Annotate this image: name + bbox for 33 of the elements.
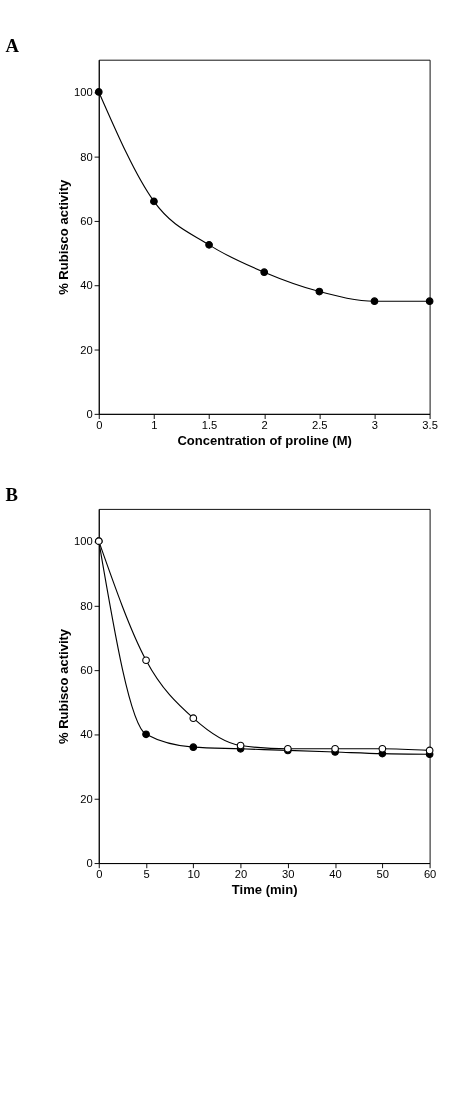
x-tick-label: 10 <box>187 868 200 881</box>
x-axis-title: Concentration of proline (M) <box>177 433 352 449</box>
y-axis-title: % Rubisco activity <box>55 178 71 295</box>
y-tick-label: 100 <box>74 535 93 548</box>
x-tick-label: 50 <box>376 868 390 881</box>
y-tick-label: 40 <box>80 728 93 741</box>
y-tick-label: 60 <box>80 664 93 677</box>
y-tick-label: 40 <box>80 279 93 292</box>
x-axis-title: Time (min) <box>231 882 298 898</box>
x-tick-label: 1 <box>151 419 158 432</box>
x-tick-label: 5 <box>143 868 150 881</box>
y-tick-label: 20 <box>80 792 93 805</box>
x-tick-label: 3 <box>371 419 379 432</box>
y-tick-label: 60 <box>80 214 93 227</box>
y-tick-label: 100 <box>74 86 93 99</box>
x-tick-label: 2 <box>261 419 268 432</box>
y-tick-label: 0 <box>86 857 93 870</box>
y-tick-label: 80 <box>80 599 93 612</box>
x-tick-label: 1.5 <box>201 419 218 432</box>
x-tick-label: 40 <box>329 868 342 881</box>
x-tick-label: 3.5 <box>422 419 438 432</box>
y-axis-title: % Rubisco activity <box>55 628 71 745</box>
x-tick-label: 0 <box>96 868 103 881</box>
y-tick-label: 80 <box>80 150 93 163</box>
x-tick-label: 0 <box>96 419 103 432</box>
y-tick-label: 20 <box>80 343 93 356</box>
x-tick-label: 20 <box>234 868 248 881</box>
x-tick-label: 30 <box>282 868 295 881</box>
chart-title: B <box>5 484 19 506</box>
chart-title: A <box>5 35 20 57</box>
x-tick-label: 2.5 <box>312 419 328 432</box>
x-tick-label: 60 <box>423 868 437 881</box>
y-tick-label: 0 <box>86 408 93 421</box>
